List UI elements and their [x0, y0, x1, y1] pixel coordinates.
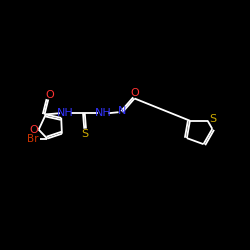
Text: O: O	[130, 88, 139, 98]
Text: NH: NH	[95, 108, 112, 118]
Text: N: N	[118, 106, 127, 116]
Text: Br: Br	[27, 134, 39, 143]
Text: S: S	[82, 129, 89, 139]
Text: O: O	[30, 124, 38, 134]
Text: NH: NH	[57, 108, 74, 118]
Text: O: O	[45, 90, 54, 100]
Text: S: S	[209, 114, 216, 124]
